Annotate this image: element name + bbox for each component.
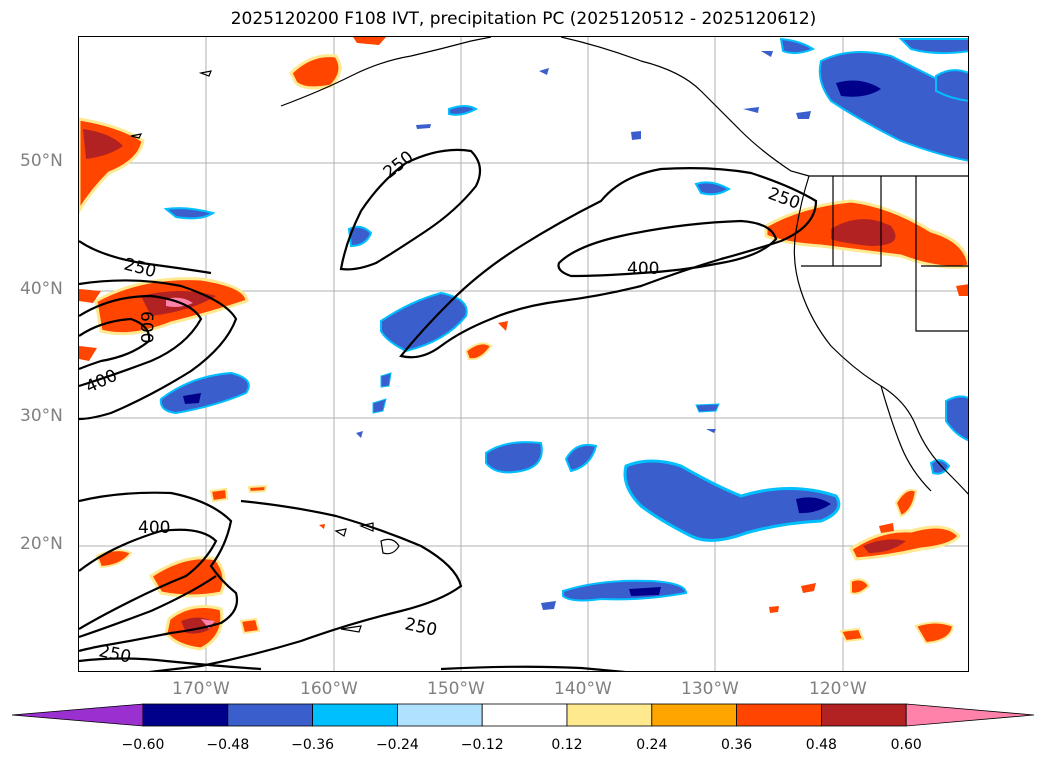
- colorbar-tick-label: −0.36: [291, 737, 335, 753]
- colorbar-cell: [227, 703, 314, 727]
- contour-label-250: 250: [380, 147, 418, 183]
- contour-label-250: 250: [122, 255, 159, 283]
- colorbar-cell: [312, 703, 398, 727]
- colorbar-tick-label: −0.12: [460, 737, 504, 753]
- positive-anomaly-areas: [79, 37, 968, 651]
- colorbar-tick-label: −0.24: [375, 737, 419, 753]
- colorbar-cell: [651, 703, 737, 727]
- contour-label-600: 600: [136, 311, 156, 343]
- contour-label-250: 250: [765, 184, 802, 214]
- contour-label-250: 250: [97, 641, 133, 667]
- contour-label-250: 250: [403, 614, 439, 640]
- colorbar-cell: [566, 703, 653, 727]
- contour-label-400: 400: [138, 518, 170, 538]
- colorbar-tick-label: −0.60: [121, 737, 165, 753]
- lat-label: 50°N: [20, 151, 63, 171]
- negative-anomaly-areas: [159, 37, 968, 610]
- lon-label: 170°W: [172, 679, 230, 699]
- coastlines: [130, 37, 968, 633]
- lat-label: 30°N: [20, 406, 63, 426]
- colorbar-tick-label: −0.48: [206, 737, 250, 753]
- lat-label: 40°N: [20, 279, 63, 299]
- lon-label: 140°W: [554, 679, 612, 699]
- lon-label: 160°W: [300, 679, 358, 699]
- colorbar-cell: [821, 703, 907, 727]
- lat-label: 20°N: [20, 534, 63, 554]
- lon-label: 130°W: [681, 679, 739, 699]
- lon-label: 150°W: [427, 679, 485, 699]
- colorbar-tick-label: 0.24: [636, 737, 668, 753]
- contour-label-400: 400: [627, 259, 659, 279]
- colorbar-cell: [736, 703, 822, 727]
- colorbar-cell: [481, 703, 568, 727]
- map-panel: 250 250 250 250 250 400 400 400 600: [78, 36, 969, 672]
- colorbar-tick-label: 0.36: [721, 737, 753, 753]
- contour-label-400: 400: [83, 366, 121, 398]
- colorbar-cell: [396, 703, 483, 727]
- colorbar-tick-label: 0.12: [551, 737, 583, 753]
- map-title: 2025120200 F108 IVT, precipitation PC (2…: [230, 9, 817, 29]
- lon-label: 120°W: [809, 679, 867, 699]
- ivt-contours: [79, 148, 818, 671]
- map-canvas: 250 250 250 250 250 400 400 400 600: [79, 37, 968, 671]
- colorbar-tick-label: 0.48: [805, 737, 837, 753]
- colorbar-extend-high: [905, 703, 1035, 727]
- colorbar: [11, 703, 1035, 727]
- colorbar-extend-low: [11, 703, 144, 727]
- colorbar-cell: [142, 703, 229, 727]
- colorbar-tick-label: 0.60: [890, 737, 922, 753]
